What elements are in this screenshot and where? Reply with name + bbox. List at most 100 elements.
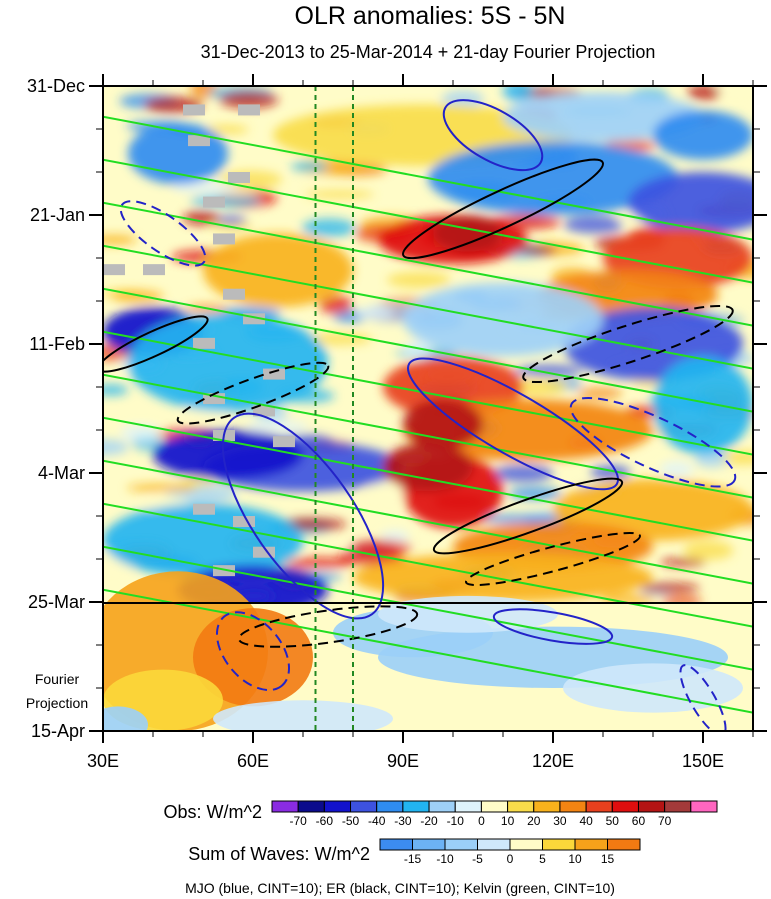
anomaly-cell: [683, 540, 734, 561]
missing-data-cell: [233, 516, 255, 527]
y-axis: 31-Dec 21-Jan 11-Feb 4-Mar 25-Mar 15-Apr: [27, 76, 767, 741]
anomaly-cell: [182, 210, 220, 226]
missing-data-cell: [143, 264, 165, 276]
colorbar-swatch: [559, 800, 587, 813]
colorbar-tick-label: -15: [404, 852, 422, 866]
colorbar-swatch: [480, 800, 509, 813]
colorbar-swatch: [585, 800, 613, 813]
anomaly-cell: [354, 307, 395, 319]
x-tick-label: 30E: [87, 751, 119, 771]
anomaly-cell: [171, 181, 240, 194]
colorbar-tick-label: 15: [601, 852, 615, 866]
anomaly-blob: [503, 92, 703, 142]
anomaly-cell: [564, 215, 624, 234]
anomaly-blob: [553, 479, 753, 541]
colorbar-tick-label: 10: [568, 852, 582, 866]
anomaly-cell: [285, 557, 353, 569]
colorbar-swatch: [402, 800, 430, 813]
projection-blob: [103, 706, 148, 731]
kelvin-contour: [103, 287, 753, 413]
colorbar-tick-label: -70: [290, 814, 308, 828]
colorbar-tick-label: -30: [394, 814, 412, 828]
anomaly-cell: [659, 460, 694, 478]
kelvin-contour: [103, 158, 753, 284]
kelvin-contour: [103, 545, 753, 671]
mjo-contour: [407, 357, 619, 491]
missing-data-cell: [103, 264, 125, 276]
projection-blob: [563, 663, 743, 713]
projection-blob: [213, 700, 393, 731]
kelvin-contour: [103, 201, 753, 327]
missing-data-cell: [253, 405, 275, 417]
anomaly-cell: [403, 341, 432, 360]
colorbar-tick-label: 60: [632, 814, 646, 828]
colorbar-tick-label: -10: [436, 852, 454, 866]
obs-colorbar: -70 -60 -50 -40 -30 -20 -10 0 10 20 30 40 50 60 70: [271, 800, 718, 828]
anomaly-cell: [520, 246, 558, 255]
colorbar-swatch: [611, 800, 639, 813]
y-tick-label: 15-Apr: [31, 721, 85, 741]
anomaly-cell: [515, 364, 583, 377]
x-axis: 30E 60E 90E 120E 150E: [87, 74, 754, 771]
anomaly-cell: [493, 464, 554, 483]
colorbar-swatch: [297, 800, 325, 813]
missing-data-cell: [263, 368, 285, 380]
colorbar-swatch: [444, 838, 478, 851]
chart-subtitle: 31-Dec-2013 to 25-Mar-2014 + 21-day Four…: [201, 42, 656, 62]
anomaly-cell: [687, 86, 721, 101]
anomaly-cell: [218, 90, 279, 109]
colorbar-swatch: [350, 800, 378, 813]
anomaly-cell: [365, 481, 413, 501]
colorbar-swatch: [271, 800, 299, 813]
er-contour: [237, 605, 419, 648]
colorbar-tick-label: -60: [316, 814, 334, 828]
anomaly-cell: [120, 424, 161, 443]
colorbar-tick-label: -20: [420, 814, 438, 828]
anomaly-cell: [245, 420, 309, 433]
er-contour: [432, 477, 624, 555]
anomaly-cell: [641, 582, 700, 593]
colorbar-swatch: [379, 838, 413, 851]
colorbar-swatch: [477, 838, 511, 851]
kelvin-contour: [103, 416, 753, 542]
colorbar-tick-label: 20: [527, 814, 541, 828]
kelvin-contour: [103, 502, 753, 628]
anomaly-cell: [577, 387, 623, 399]
chart-title: OLR anomalies: 5S - 5N: [295, 2, 566, 30]
colorbar-tick-label: -40: [368, 814, 386, 828]
missing-data-cell: [213, 233, 235, 245]
missing-data-cell: [243, 313, 265, 325]
colorbar-swatch: [542, 838, 576, 851]
colorbar-swatch: [323, 800, 352, 813]
anomaly-cell: [205, 124, 249, 135]
colorbar-tick-label: 0: [507, 852, 514, 866]
anomaly-blob: [628, 172, 753, 234]
x-tick-label: 60E: [237, 751, 269, 771]
anomaly-cell: [290, 161, 329, 172]
er-contour: [103, 315, 209, 373]
colorbar-tick-label: 0: [478, 814, 485, 828]
y-tick-label: 21-Jan: [30, 205, 85, 225]
missing-data-cell: [238, 104, 260, 116]
x-tick-label: 90E: [387, 751, 419, 771]
colorbar-swatch: [664, 800, 692, 813]
obs-colorbar-title: Obs: W/m^2: [164, 802, 262, 822]
colorbar-swatch: [574, 838, 608, 851]
er-contour: [522, 304, 734, 384]
missing-data-cell: [183, 104, 205, 116]
kelvin-contour: [103, 459, 753, 585]
anomaly-blob: [403, 399, 483, 449]
anomaly-cell: [714, 86, 753, 94]
kelvin-contour: [103, 244, 753, 370]
colorbar-tick-label: 30: [553, 814, 567, 828]
colorbar-swatch: [507, 800, 535, 813]
colorbar-swatch: [376, 800, 404, 813]
anomaly-blob: [128, 122, 228, 185]
mjo-contour: [679, 664, 727, 731]
x-tick-label: 150E: [682, 751, 724, 771]
colorbar-swatch: [412, 838, 446, 851]
anomaly-blob: [433, 215, 503, 252]
y-tick-label: 11-Feb: [29, 334, 85, 354]
anomaly-blob: [653, 356, 753, 455]
wave-contours: [103, 99, 753, 731]
